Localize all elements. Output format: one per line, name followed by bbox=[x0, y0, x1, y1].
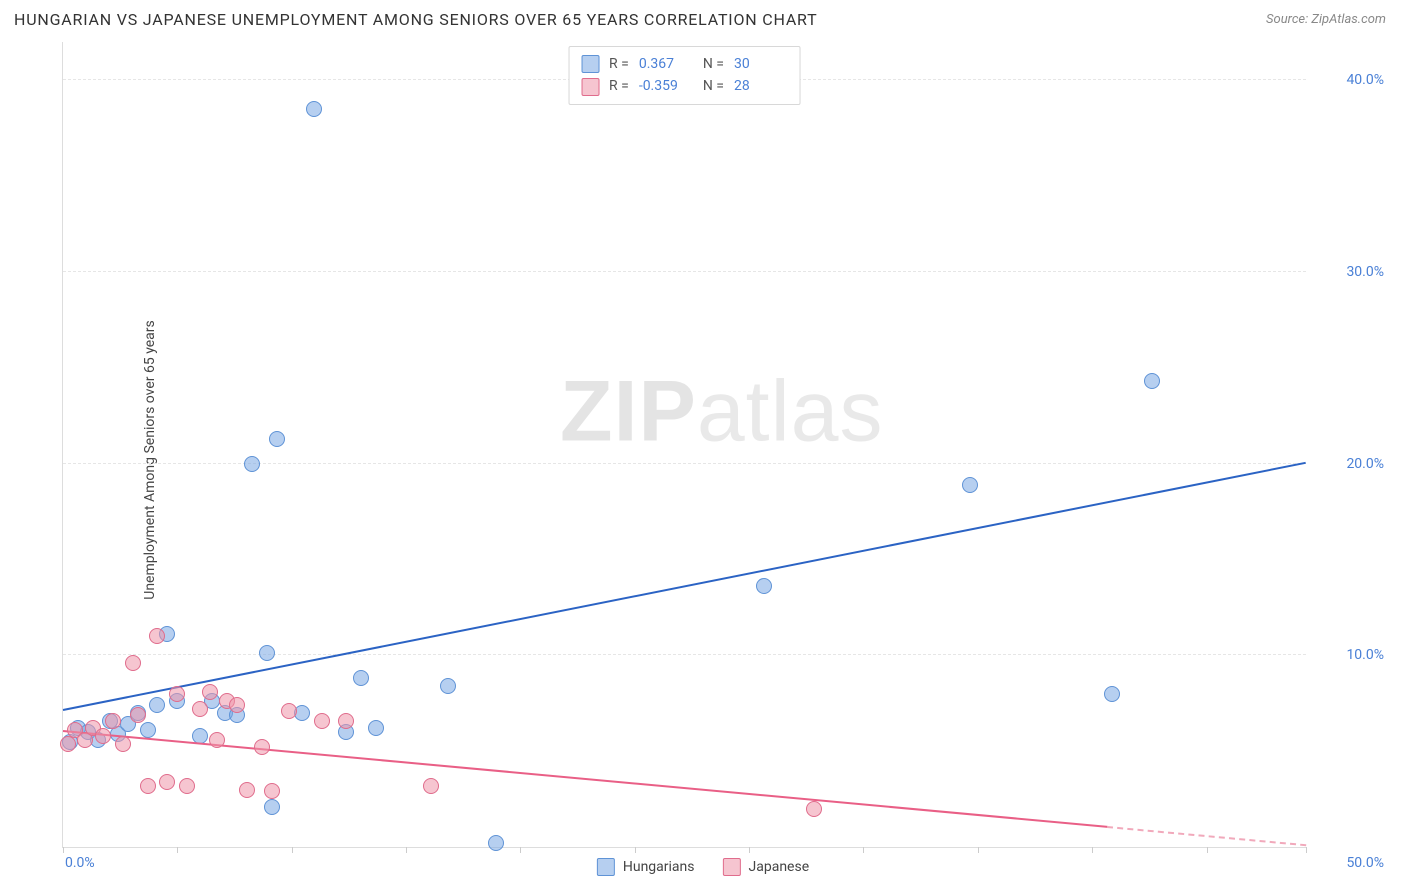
plot-region: ZIPatlas R =0.367N =30R =-0.359N =28 10.… bbox=[62, 42, 1306, 848]
data-point bbox=[962, 477, 978, 493]
data-point bbox=[130, 707, 146, 723]
legend-label: Hungarians bbox=[623, 859, 695, 875]
data-point bbox=[105, 713, 121, 729]
legend-swatch bbox=[581, 55, 599, 73]
data-point bbox=[125, 655, 141, 671]
trend-line bbox=[1107, 826, 1306, 846]
legend-series: Hungarians Japanese bbox=[597, 858, 809, 876]
data-point bbox=[159, 774, 175, 790]
data-point bbox=[488, 835, 504, 851]
data-point bbox=[229, 697, 245, 713]
gridline-h bbox=[63, 654, 1306, 655]
trend-line bbox=[63, 462, 1306, 711]
data-point bbox=[281, 703, 297, 719]
legend-item: Hungarians bbox=[597, 858, 695, 876]
data-point bbox=[244, 456, 260, 472]
data-point bbox=[115, 736, 131, 752]
data-point bbox=[169, 686, 185, 702]
data-point bbox=[756, 578, 772, 594]
x-tick bbox=[1207, 847, 1208, 853]
data-point bbox=[1104, 686, 1120, 702]
data-point bbox=[254, 739, 270, 755]
data-point bbox=[259, 645, 275, 661]
x-tick bbox=[978, 847, 979, 853]
stat-n-label: N = bbox=[703, 75, 724, 97]
data-point bbox=[202, 684, 218, 700]
data-point bbox=[806, 801, 822, 817]
chart-header: HUNGARIAN VS JAPANESE UNEMPLOYMENT AMONG… bbox=[0, 0, 1406, 35]
chart-source: Source: ZipAtlas.com bbox=[1266, 12, 1386, 27]
y-tick-label: 40.0% bbox=[1346, 72, 1384, 88]
legend-swatch bbox=[597, 858, 615, 876]
legend-swatch bbox=[723, 858, 741, 876]
data-point bbox=[179, 778, 195, 794]
data-point bbox=[269, 431, 285, 447]
data-point bbox=[264, 799, 280, 815]
watermark: ZIPatlas bbox=[560, 363, 883, 462]
legend-stats: R = 0.367 N = 30 R = -0.359 N = 28 bbox=[568, 46, 801, 105]
data-point bbox=[149, 697, 165, 713]
y-tick-label: 30.0% bbox=[1346, 264, 1384, 280]
x-tick bbox=[520, 847, 521, 853]
x-tick bbox=[749, 847, 750, 853]
legend-stat-row: R = 0.367 N = 30 bbox=[581, 53, 788, 75]
stat-n-value: 28 bbox=[734, 75, 788, 97]
x-tick bbox=[406, 847, 407, 853]
stat-r-value: -0.359 bbox=[639, 75, 693, 97]
stat-r-label: R = bbox=[609, 75, 629, 97]
data-point bbox=[314, 713, 330, 729]
data-point bbox=[239, 782, 255, 798]
y-tick-label: 20.0% bbox=[1346, 456, 1384, 472]
data-point bbox=[192, 701, 208, 717]
stat-r-label: R = bbox=[609, 53, 629, 75]
data-point bbox=[264, 783, 280, 799]
data-point bbox=[440, 678, 456, 694]
chart-title: HUNGARIAN VS JAPANESE UNEMPLOYMENT AMONG… bbox=[14, 10, 817, 29]
data-point bbox=[149, 628, 165, 644]
data-point bbox=[353, 670, 369, 686]
y-tick-label: 10.0% bbox=[1346, 647, 1384, 663]
stat-n-label: N = bbox=[703, 53, 724, 75]
data-point bbox=[140, 722, 156, 738]
legend-item: Japanese bbox=[723, 858, 810, 876]
gridline-h bbox=[63, 271, 1306, 272]
x-tick-label-min: 0.0% bbox=[65, 855, 95, 871]
data-point bbox=[95, 728, 111, 744]
data-point bbox=[209, 732, 225, 748]
x-tick bbox=[1092, 847, 1093, 853]
data-point bbox=[1144, 373, 1160, 389]
stat-n-value: 30 bbox=[734, 53, 788, 75]
data-point bbox=[423, 778, 439, 794]
x-tick bbox=[863, 847, 864, 853]
legend-swatch bbox=[581, 78, 599, 96]
x-tick-label-max: 50.0% bbox=[1346, 855, 1384, 871]
data-point bbox=[140, 778, 156, 794]
x-tick bbox=[177, 847, 178, 853]
x-tick bbox=[63, 847, 64, 853]
legend-stat-row: R = -0.359 N = 28 bbox=[581, 75, 788, 97]
x-tick bbox=[1306, 847, 1307, 853]
data-point bbox=[306, 101, 322, 117]
x-tick bbox=[635, 847, 636, 853]
data-point bbox=[338, 713, 354, 729]
x-tick bbox=[292, 847, 293, 853]
stat-r-value: 0.367 bbox=[639, 53, 693, 75]
chart-area: Unemployment Among Seniors over 65 years… bbox=[14, 42, 1392, 878]
legend-label: Japanese bbox=[749, 859, 810, 875]
data-point bbox=[368, 720, 384, 736]
